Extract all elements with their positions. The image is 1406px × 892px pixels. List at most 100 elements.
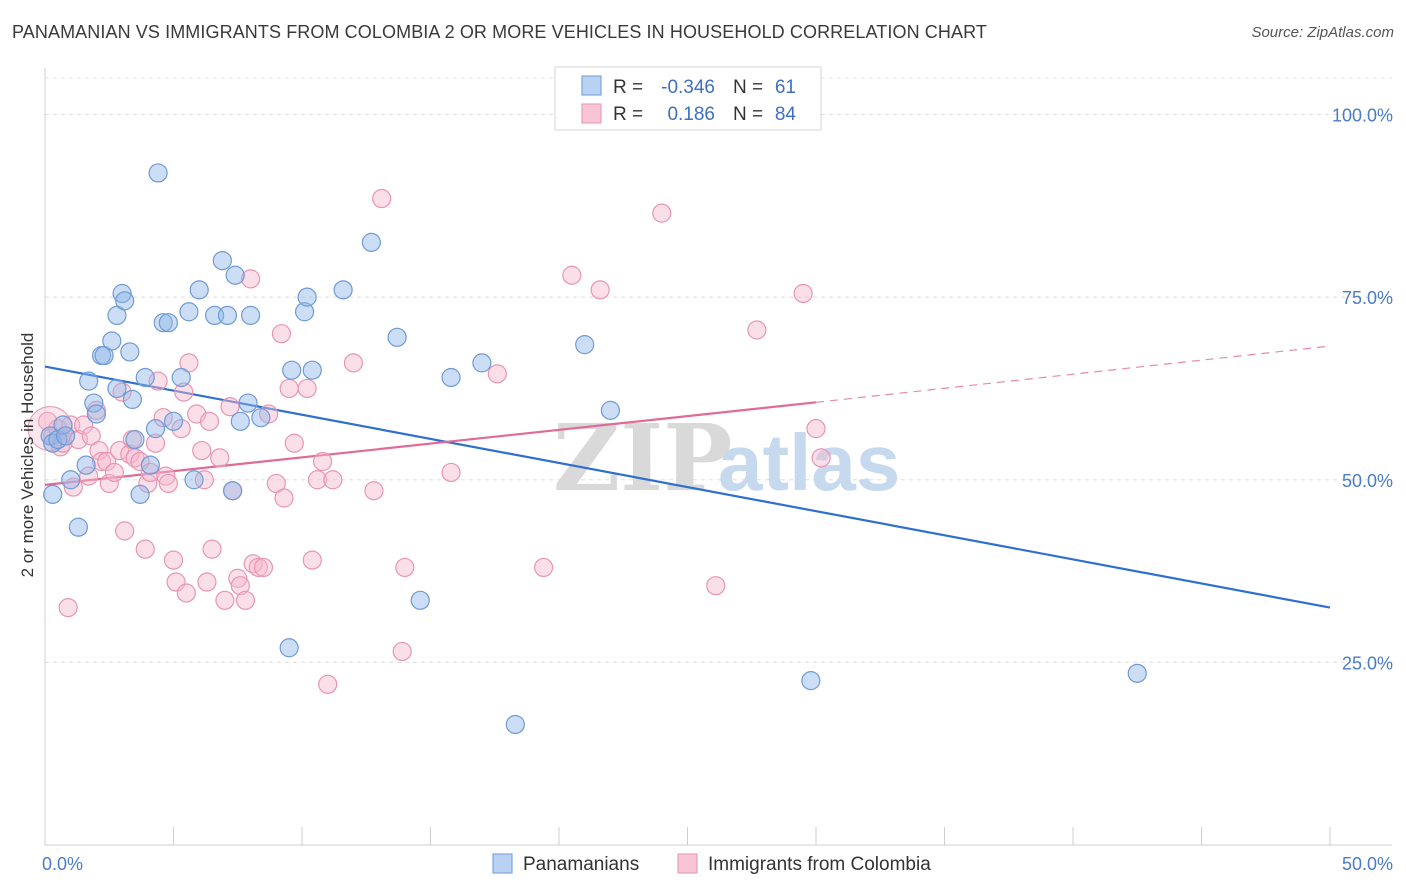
point-panamanians-44 — [282, 360, 302, 380]
correlation-legend: R = -0.346 N = 61 R = 0.186 N = 84 — [554, 66, 822, 131]
point-colombia-45 — [210, 448, 230, 468]
point-panamanians-8 — [76, 455, 96, 475]
bottom-legend-swatch-colombia — [677, 853, 698, 874]
point-colombia-9 — [73, 415, 94, 435]
y-tick-label-1: 50.0% — [1342, 471, 1393, 491]
point-panamanians-14 — [102, 331, 122, 351]
trend-line-panamanians — [44, 365, 1331, 609]
point-panamanians-49 — [361, 232, 381, 252]
point-colombia-80 — [747, 320, 767, 340]
point-colombia-72 — [395, 557, 415, 578]
point-panamanians-46 — [297, 287, 317, 307]
point-panamanians-5 — [55, 426, 76, 446]
point-panamanians-15 — [107, 378, 127, 399]
point-colombia-35 — [171, 419, 191, 439]
y-tick-label-3: 100.0% — [1332, 106, 1393, 126]
point-colombia-31 — [156, 466, 176, 486]
point-colombia-82 — [806, 419, 826, 439]
point-panamanians-47 — [302, 360, 322, 380]
point-panamanians-24 — [140, 455, 160, 475]
chart-title: PANAMANIAN VS IMMIGRANTS FROM COLOMBIA 2… — [12, 22, 987, 42]
point-panamanians-28 — [158, 313, 178, 333]
point-panamanians-48 — [333, 280, 353, 300]
point-panamanians-29 — [163, 411, 184, 431]
legend-swatch-colombia — [581, 103, 602, 124]
point-colombia-14 — [91, 451, 112, 472]
point-colombia-83 — [811, 448, 831, 468]
point-colombia-79 — [706, 576, 726, 596]
point-panamanians-27 — [153, 313, 173, 333]
point-colombia-51 — [235, 590, 256, 610]
bottom-legend: Panamanians Immigrants from Colombia — [492, 853, 931, 875]
point-colombia-36 — [174, 382, 194, 402]
point-colombia-16 — [99, 473, 119, 494]
legend-r-label-1: R = — [613, 77, 643, 98]
point-colombia-47 — [220, 397, 240, 417]
point-colombia-65 — [312, 451, 333, 472]
point-colombia-25 — [135, 539, 155, 559]
watermark-atlas: atlas — [718, 418, 900, 507]
point-colombia-0 — [37, 411, 58, 431]
point-panamanians-22 — [130, 484, 150, 504]
y-tick-labels: 25.0% 50.0% 75.0% 100.0% — [1332, 106, 1393, 674]
grid-lines — [45, 77, 1392, 663]
point-colombia-59 — [274, 488, 294, 508]
point-colombia-75 — [533, 557, 554, 578]
point-panamanians-23 — [135, 367, 155, 388]
point-colombia-42 — [197, 572, 217, 592]
watermark-zip: ZIP — [553, 404, 732, 512]
point-colombia-53 — [243, 554, 263, 574]
point-colombia-67 — [323, 470, 343, 490]
bottom-legend-label-colombia: Immigrants from Colombia — [708, 854, 931, 875]
point-colombia-70 — [372, 188, 392, 209]
point-panamanians-11 — [86, 404, 107, 424]
point-colombia-74 — [487, 364, 507, 384]
y-tick-label-2: 75.0% — [1342, 288, 1393, 308]
point-colombia-73 — [441, 462, 461, 483]
point-colombia-66 — [318, 674, 338, 694]
legend-r-label-2: R = — [613, 104, 643, 125]
y-tick-label-0: 25.0% — [1342, 653, 1393, 673]
x-tick-label-0: 0.0% — [42, 854, 83, 874]
point-colombia-71 — [392, 641, 412, 662]
point-colombia-29 — [148, 371, 168, 391]
point-panamanians-9 — [79, 371, 99, 391]
point-panamanians-6 — [61, 470, 81, 490]
point-colombia-40 — [192, 440, 212, 461]
point-panamanians-20 — [122, 389, 142, 410]
point-panamanians-17 — [112, 283, 132, 304]
legend-n-value-2: 84 — [775, 104, 797, 125]
point-panamanians-50 — [387, 327, 407, 347]
point-colombia-78 — [652, 203, 672, 223]
point-colombia-7 — [63, 477, 83, 497]
series-panamanians-points — [40, 163, 1147, 735]
point-panamanians-21 — [125, 429, 145, 450]
point-panamanians-57 — [801, 671, 821, 691]
x-tick-labels: 0.0% 50.0% — [42, 854, 1393, 874]
point-panamanians-53 — [472, 353, 492, 373]
point-colombia-2 — [48, 419, 68, 439]
point-colombia-19 — [112, 382, 132, 402]
x-tick-label-1: 50.0% — [1342, 854, 1393, 874]
point-colombia-43 — [199, 411, 220, 431]
axes — [44, 68, 1392, 846]
point-colombia-15 — [97, 451, 117, 472]
legend-r-value-1: -0.346 — [661, 77, 715, 98]
point-colombia-41 — [194, 470, 214, 490]
point-colombia-58 — [271, 324, 292, 344]
point-colombia-44 — [202, 539, 222, 559]
point-colombia-62 — [297, 378, 317, 399]
point-colombia-54 — [248, 557, 268, 578]
point-panamanians-30 — [171, 367, 191, 388]
point-colombia-81 — [793, 283, 813, 304]
point-panamanians-58 — [1127, 663, 1147, 683]
point-colombia-30 — [153, 408, 173, 428]
point-panamanians-41 — [241, 305, 261, 326]
point-panamanians-51 — [410, 590, 430, 610]
point-panamanians-35 — [212, 251, 232, 271]
legend-swatch-panamanians — [581, 75, 602, 96]
point-panamanians-52 — [441, 367, 461, 388]
point-colombia-61 — [284, 433, 304, 453]
point-colombia-69 — [364, 481, 384, 501]
